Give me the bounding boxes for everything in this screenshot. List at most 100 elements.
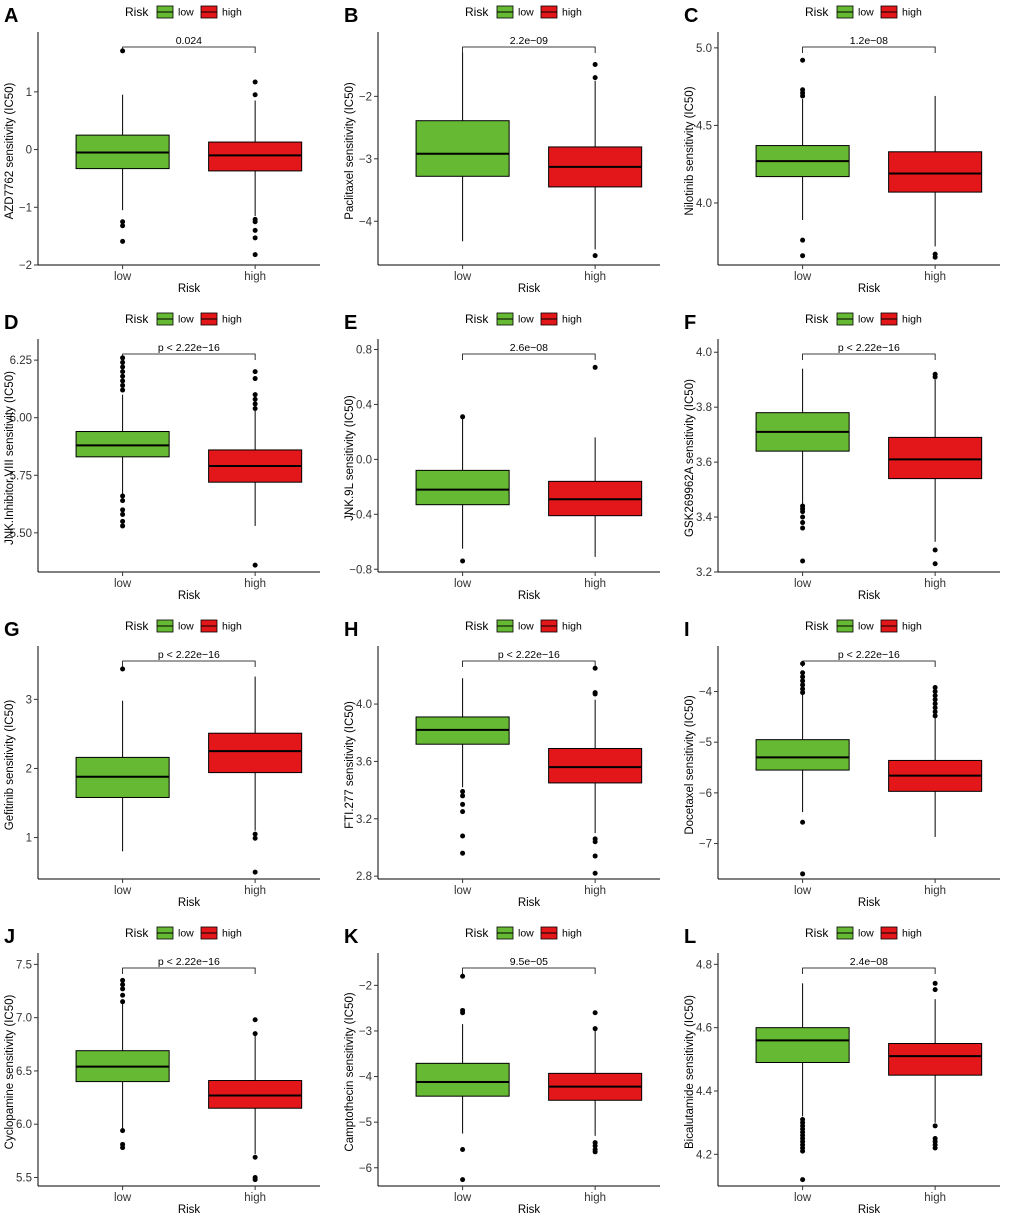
outlier-point [252,1177,258,1183]
outlier-point [120,992,126,998]
significance-bracket [802,46,936,53]
y-tick-label: 6.00 [10,413,32,425]
y-tick-label: −6 [699,788,712,800]
outlier-point [932,374,938,380]
outlier-point [120,498,126,504]
outlier-point [460,1147,466,1153]
significance-bracket [462,967,596,974]
outlier-point [120,511,126,517]
legend-label-low: low [518,928,534,940]
outlier-point [120,982,126,988]
x-tick-label-high: high [924,885,946,897]
panel-f: F Risk low high 3.2 3.4 3.6 3.8 4.0 GSK269962A se… [684,312,1000,602]
x-tick-label-high: high [584,885,606,897]
legend-title: Risk [465,5,489,19]
outlier-point [252,235,258,241]
y-axis-title: AZD7762 sensitivity (IC50) [4,82,16,219]
box-high [888,980,983,1151]
y-axis-title: Bicalutamide sensitivity (IC50) [684,995,696,1149]
panel-c: C Risk low high 4.0 4.5 5.0 Nilotinib sensitivi… [684,5,1000,295]
legend-title: Risk [465,926,489,940]
p-value-label: 1.2e−08 [850,35,888,47]
box-iqr [415,469,510,506]
outlier-point [460,793,466,799]
outlier-point [252,562,258,568]
outlier-point [592,839,598,845]
box-low [755,983,850,1183]
significance-bracket [122,46,256,53]
y-tick-label: −5 [699,737,712,749]
legend-label-low: low [178,621,194,633]
outlier-point [932,1145,938,1151]
legend: Risk low high [805,619,922,633]
outlier-point [932,697,938,703]
outlier-point [252,227,258,233]
x-tick-label-low: low [794,578,812,590]
outlier-point [592,75,598,81]
panel-a: A Risk low high −2 −1 0 1 AZD7762 sensitivity (I… [4,5,320,295]
y-tick-label: 4.8 [696,959,712,971]
y-tick-label: −7 [699,839,712,851]
legend: Risk low high [805,926,922,940]
outlier-point [800,237,806,243]
box-high [548,61,643,259]
outlier-point [120,493,126,499]
box-iqr [888,436,983,480]
x-tick-label-high: high [584,271,606,283]
panel-letter: K [344,926,359,948]
box-iqr [888,151,983,193]
y-tick-label: 3.4 [696,512,713,524]
box-high [888,371,983,567]
panel-letter: C [684,5,698,27]
y-tick-label: −4 [359,216,373,228]
y-tick-label: −3 [359,1026,372,1038]
outlier-point [932,684,938,690]
box-low [75,666,170,852]
x-axis-title: Risk [858,1204,881,1216]
y-tick-label: 2.8 [356,871,372,883]
legend-label-low: low [858,7,874,19]
p-value-label: 0.024 [176,35,202,47]
panel-d: D Risk low high 5.50 5.75 6.00 6.25 JNK.Inhibito… [4,312,320,602]
outlier-point [120,507,126,513]
outlier-point [592,870,598,876]
box-iqr [208,141,303,172]
y-tick-label: 1 [26,833,32,845]
x-tick-label-high: high [924,578,946,590]
y-tick-label: 4.4 [696,1086,713,1098]
legend: Risk low high [125,619,242,633]
panel-j: J Risk low high 5.5 6.0 6.5 7.0 7.5 Cyclopamine s… [4,926,320,1216]
outlier-point [592,253,598,259]
y-tick-label: −4 [359,1072,373,1084]
x-axis-title: Risk [178,590,201,602]
outlier-point [120,1128,126,1134]
y-tick-label: −0.4 [349,509,372,521]
x-tick-label-low: low [454,1192,472,1204]
x-tick-label-high: high [244,885,266,897]
outlier-point [800,525,806,531]
x-tick-label-high: high [924,271,946,283]
y-tick-label: −2 [19,260,32,272]
outlier-point [932,689,938,695]
legend-label-low: low [518,314,534,326]
x-tick-label-low: low [454,271,472,283]
outlier-point [592,665,598,671]
outlier-point [932,561,938,567]
x-axis-title: Risk [178,283,201,295]
outlier-point [932,705,938,711]
x-tick-label-high: high [924,1192,946,1204]
legend-label-high: high [222,7,242,19]
outlier-point [592,1010,598,1016]
box-high [208,79,303,258]
legend: Risk low high [805,5,922,19]
box-iqr [75,431,170,458]
x-tick-label-high: high [584,578,606,590]
outlier-point [120,219,126,225]
box-low [755,57,850,259]
outlier-point [800,514,806,520]
box-low [415,973,510,1183]
box-high [208,1017,303,1183]
y-tick-label: −1 [19,202,32,214]
legend-label-low: low [178,928,194,940]
